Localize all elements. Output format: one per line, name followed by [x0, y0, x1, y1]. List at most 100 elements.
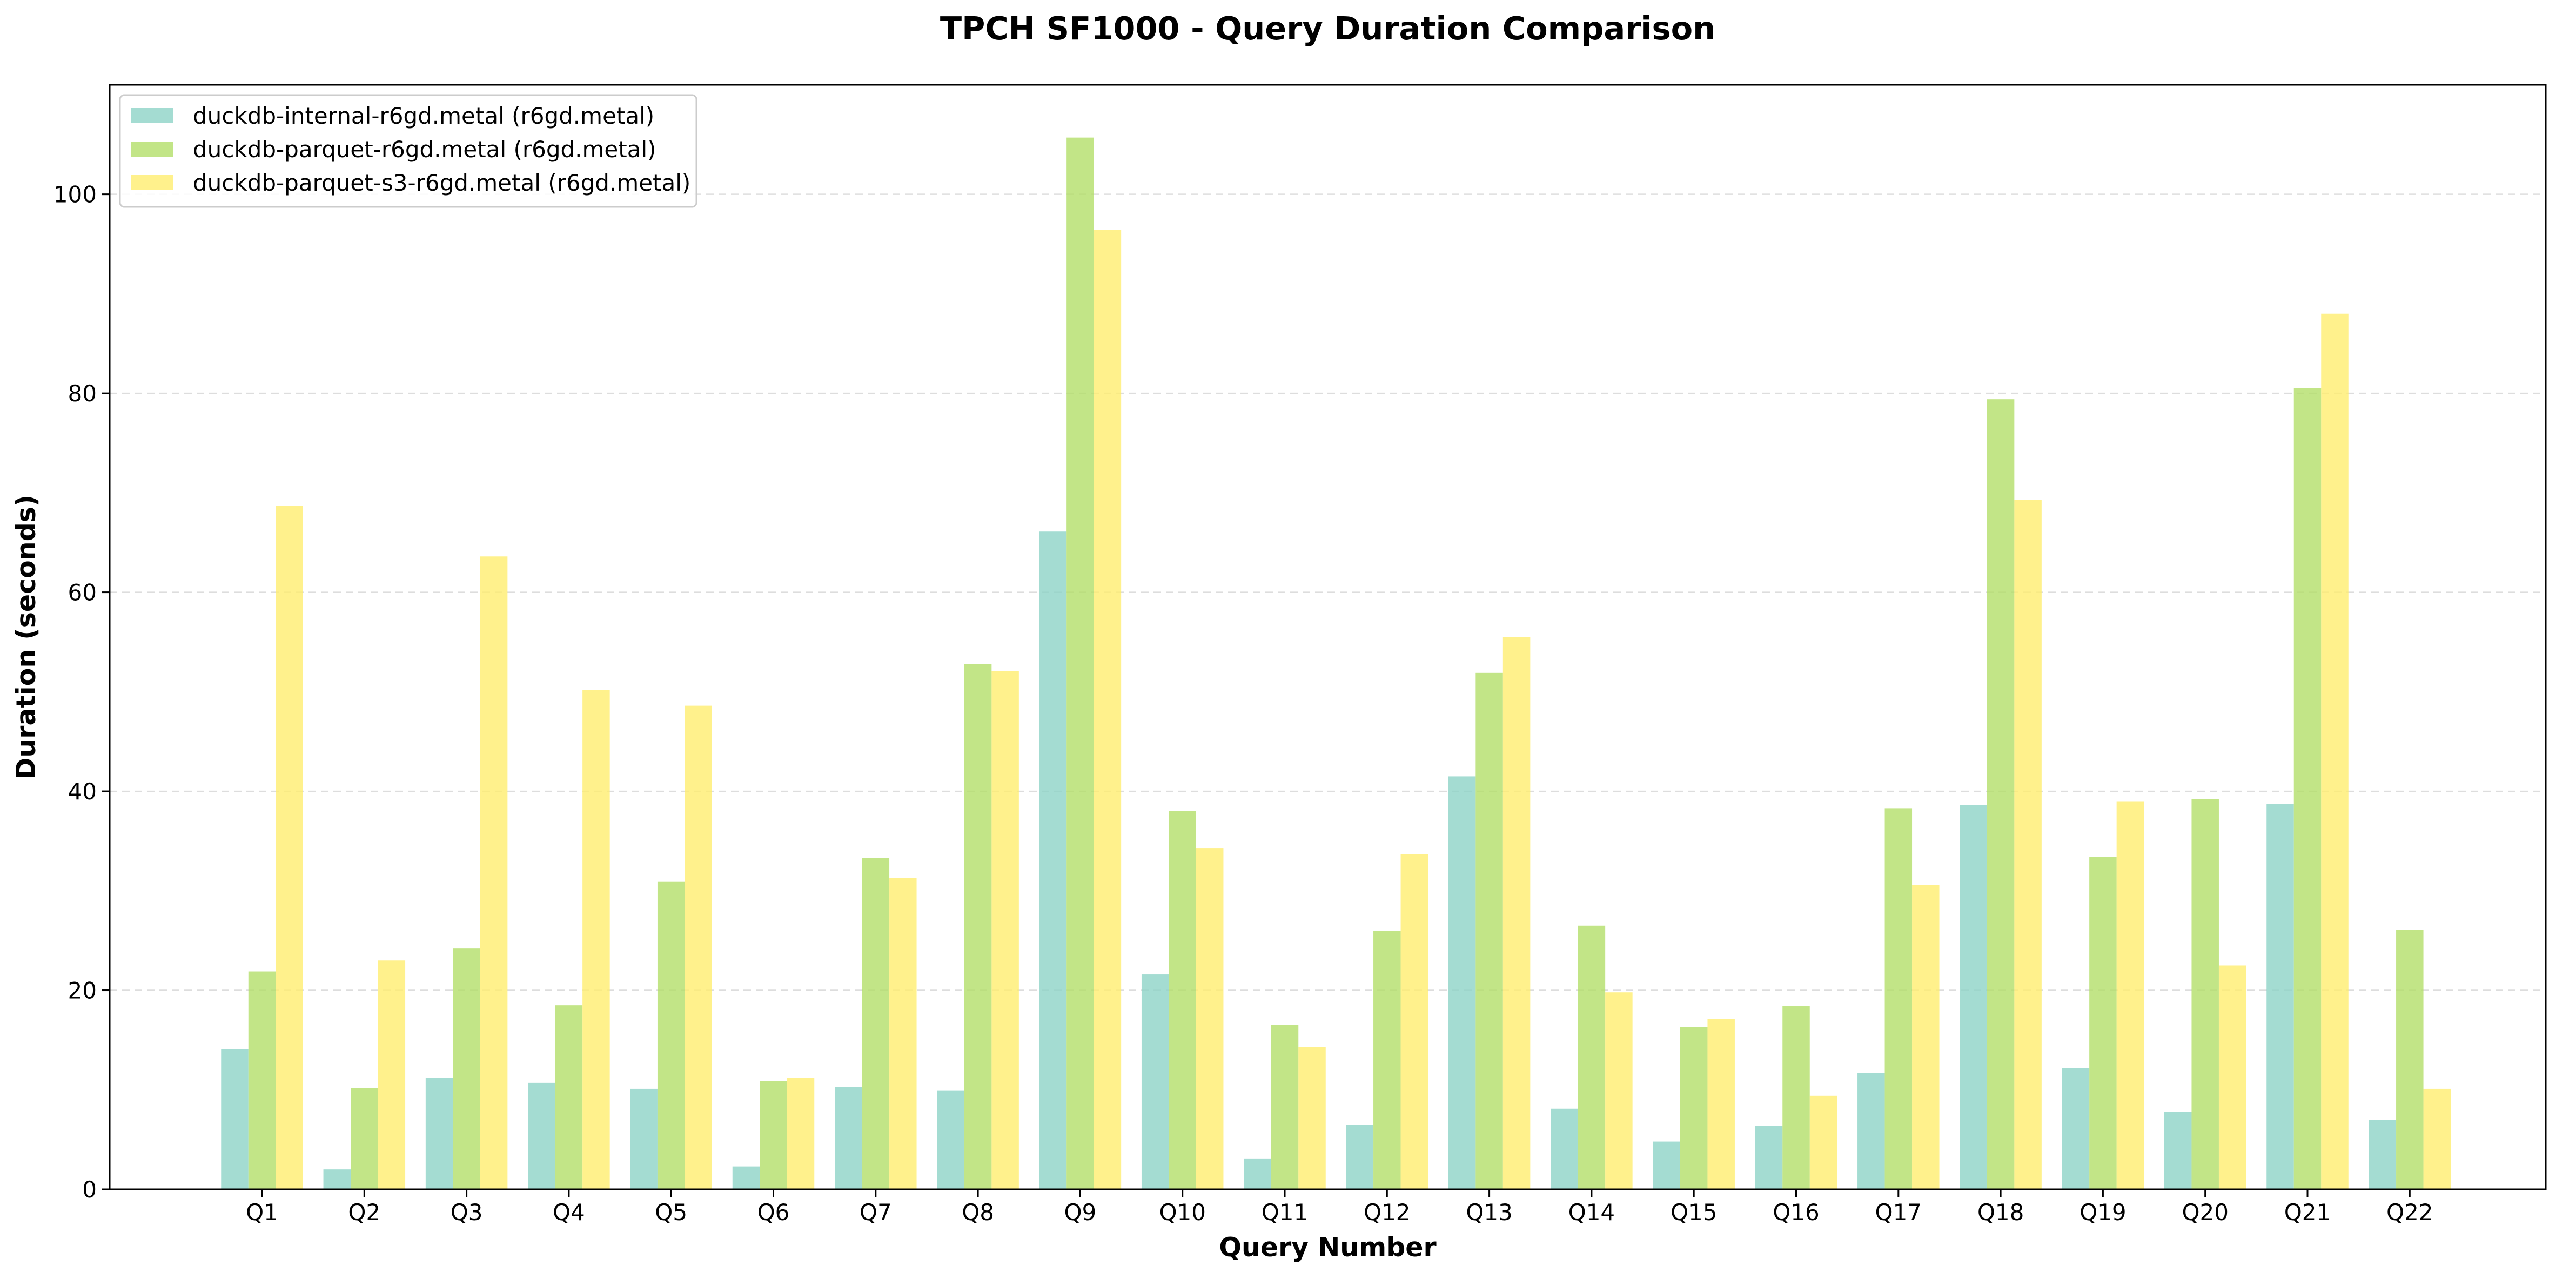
legend-swatch: [131, 142, 173, 157]
y-tick-label: 60: [68, 580, 97, 606]
bar-q7-series-2: [862, 858, 890, 1189]
bar-q3-series-1: [425, 1078, 453, 1189]
x-tick-label: Q20: [2182, 1199, 2229, 1226]
legend-label: duckdb-parquet-r6gd.metal (r6gd.metal): [193, 136, 656, 163]
bar-q9-series-2: [1066, 137, 1094, 1189]
bar-q9-series-1: [1039, 531, 1067, 1190]
bar-q3-series-2: [453, 948, 480, 1189]
bar-q14-series-1: [1551, 1108, 1578, 1189]
x-tick-label: Q11: [1262, 1199, 1309, 1226]
legend: duckdb-internal-r6gd.metal (r6gd.metal) d…: [119, 94, 697, 208]
bar-q11-series-2: [1271, 1025, 1299, 1189]
bar-q9-series-3: [1094, 230, 1122, 1190]
bar-q16-series-3: [1809, 1095, 1837, 1189]
bar-q12-series-2: [1373, 930, 1401, 1189]
y-tick-label: 100: [53, 181, 97, 208]
bar-q7-series-3: [889, 878, 917, 1189]
bar-q18-series-1: [1960, 805, 1987, 1189]
bar-q8-series-2: [964, 664, 992, 1189]
y-tick-label: 80: [68, 380, 97, 407]
bar-q1-series-3: [276, 506, 303, 1189]
bar-q2-series-1: [323, 1169, 351, 1189]
bar-q13-series-2: [1475, 672, 1503, 1189]
x-tick-label: Q3: [451, 1199, 483, 1226]
y-axis-title: Duration (seconds): [11, 495, 42, 780]
x-tick-label: Q16: [1773, 1199, 1820, 1226]
bar-q22-series-2: [2396, 930, 2424, 1189]
bar-q4-series-1: [528, 1082, 555, 1189]
legend-swatch: [131, 108, 173, 123]
bar-q17-series-1: [1857, 1073, 1885, 1189]
bar-q20-series-3: [2218, 965, 2246, 1189]
y-tick-label: 40: [68, 778, 97, 805]
bar-q6-series-3: [787, 1078, 815, 1189]
x-tick-label: Q6: [757, 1199, 790, 1226]
bar-q10-series-1: [1141, 974, 1169, 1189]
x-tick-label: Q22: [2386, 1199, 2433, 1226]
bar-q2-series-3: [378, 960, 406, 1189]
bar-q20-series-1: [2164, 1112, 2192, 1189]
bar-q17-series-3: [1912, 885, 1940, 1189]
bar-q7-series-1: [835, 1087, 862, 1189]
bar-q15-series-3: [1707, 1019, 1735, 1189]
bar-q5-series-3: [685, 705, 712, 1189]
bar-q20-series-2: [2191, 799, 2219, 1189]
x-tick-label: Q17: [1875, 1199, 1922, 1226]
bar-q10-series-2: [1169, 811, 1196, 1189]
bar-q12-series-3: [1400, 854, 1428, 1189]
bar-q21-series-2: [2293, 388, 2322, 1189]
bar-q15-series-1: [1653, 1141, 1680, 1189]
bar-q8-series-1: [937, 1090, 964, 1189]
x-tick-label: Q5: [655, 1199, 687, 1226]
legend-swatch: [131, 175, 173, 190]
bar-q14-series-2: [1578, 925, 1606, 1189]
bar-q3-series-3: [480, 556, 508, 1189]
x-tick-label: Q15: [1671, 1199, 1718, 1226]
gridlines: [110, 193, 2546, 991]
bar-q18-series-2: [1987, 399, 2015, 1189]
bar-q1-series-2: [248, 971, 276, 1189]
x-axis-title: Query Number: [1219, 1232, 1437, 1263]
bar-q11-series-3: [1298, 1047, 1326, 1189]
bar-q2-series-2: [351, 1088, 378, 1189]
legend-label: duckdb-parquet-s3-r6gd.metal (r6gd.metal…: [193, 170, 690, 196]
bar-q19-series-3: [2116, 801, 2144, 1189]
bar-q11-series-1: [1244, 1158, 1271, 1189]
legend-box: [119, 94, 697, 208]
plot-frame: [109, 84, 2547, 1190]
y-tick-label: 0: [82, 1176, 97, 1203]
x-tick-label: Q9: [1064, 1199, 1097, 1226]
bar-q16-series-2: [1782, 1006, 1810, 1189]
bar-q13-series-1: [1448, 776, 1476, 1189]
x-axis: Q1 Q2 Q3 Q4 Q5 Q6 Q7 Q8 Q9 Q10 Q11 Q12 Q13 Q14 Q15 Q16 Q…: [246, 1189, 2433, 1226]
bar-q4-series-3: [582, 690, 610, 1189]
x-tick-label: Q7: [860, 1199, 892, 1226]
y-tick-label: 20: [68, 978, 97, 1004]
bar-q22-series-3: [2423, 1088, 2451, 1189]
bar-q10-series-3: [1196, 848, 1224, 1189]
y-axis: 0 20 40 60 80 100: [53, 181, 110, 1203]
x-tick-label: Q12: [1364, 1199, 1411, 1226]
x-tick-label: Q1: [246, 1199, 278, 1226]
legend-label: duckdb-internal-r6gd.metal (r6gd.metal): [193, 103, 654, 129]
bar-q4-series-2: [555, 1005, 583, 1189]
bar-q1-series-1: [221, 1049, 249, 1189]
bar-q13-series-3: [1502, 637, 1531, 1189]
bar-q18-series-3: [2014, 500, 2042, 1189]
bar-q16-series-1: [1755, 1126, 1783, 1189]
bar-q19-series-2: [2089, 857, 2117, 1189]
bars-group: [221, 137, 2451, 1190]
chart-title: TPCH SF1000 - Query Duration Comparison: [940, 10, 1715, 47]
bar-q15-series-2: [1680, 1027, 1708, 1189]
bar-q14-series-3: [1605, 992, 1633, 1189]
x-tick-label: Q8: [962, 1199, 994, 1226]
x-tick-label: Q21: [2284, 1199, 2331, 1226]
bar-q22-series-1: [2369, 1120, 2397, 1189]
bar-q5-series-1: [630, 1088, 658, 1189]
bar-q19-series-1: [2062, 1068, 2090, 1189]
bar-q21-series-1: [2266, 804, 2294, 1189]
x-tick-label: Q2: [348, 1199, 380, 1226]
x-tick-label: Q18: [1977, 1199, 2024, 1226]
bar-q21-series-3: [2321, 313, 2349, 1189]
